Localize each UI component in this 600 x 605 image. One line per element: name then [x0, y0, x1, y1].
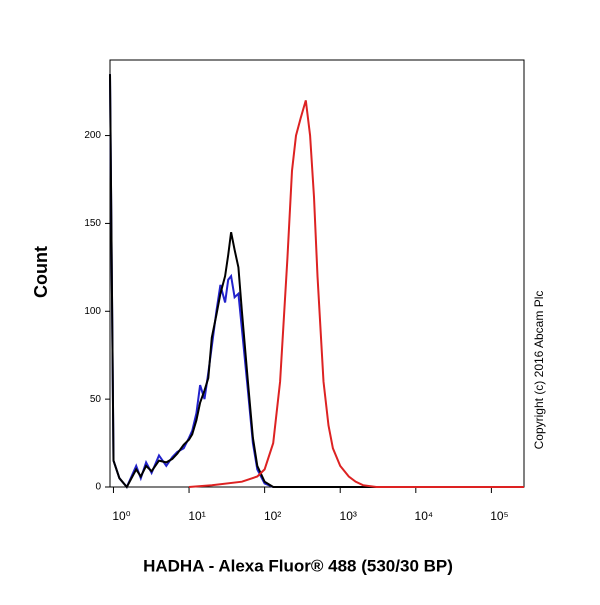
y-tick-label: 0 [95, 482, 101, 493]
y-tick-label: 150 [84, 218, 101, 229]
series-line [188, 100, 524, 488]
y-tick-label: 100 [84, 306, 101, 317]
x-tick-label: 10³ [340, 509, 357, 523]
y-tick-label: 200 [84, 130, 101, 141]
y-tick-label: 50 [90, 394, 102, 405]
series-line [109, 74, 524, 489]
x-tick-label: 10⁰ [112, 509, 130, 523]
y-axis-title: Count [31, 246, 51, 298]
copyright: Copyright (c) 2016 Abcam Plc [532, 291, 546, 450]
x-tick-label: 10⁵ [490, 509, 508, 523]
x-axis-title: HADHA - Alexa Fluor® 488 (530/30 BP) [143, 556, 453, 575]
series-line [109, 74, 274, 489]
x-tick-label: 10⁴ [415, 509, 434, 523]
x-tick-label: 10² [264, 509, 281, 523]
x-tick-label: 10¹ [188, 509, 205, 523]
